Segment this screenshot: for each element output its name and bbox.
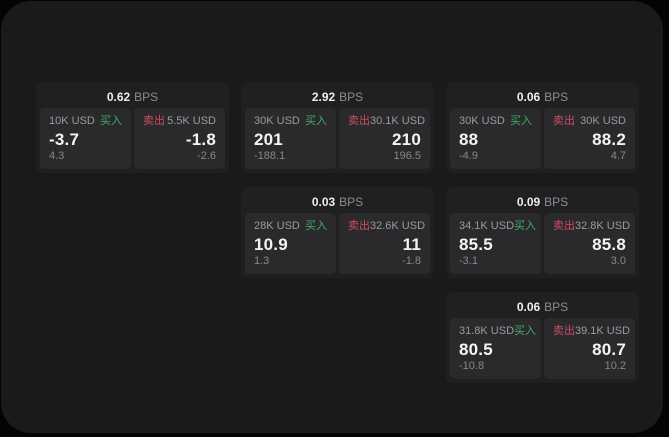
buy-change: -188.1 xyxy=(254,150,286,162)
spread-card: 0.06 BPS 31.8K USD 买入 80.5 -10.8 卖出 39.1… xyxy=(446,292,639,383)
spread-card: 2.92 BPS 30K USD 买入 201 -188.1 卖出 30.1K … xyxy=(241,82,434,173)
sell-amount: 30.1K USD xyxy=(370,115,426,127)
sell-price: -1.8 xyxy=(185,129,216,149)
buy-tile[interactable]: 10K USD 买入 -3.7 4.3 xyxy=(40,108,131,169)
bps-value: 0.06 xyxy=(516,300,541,314)
buy-change: -10.8 xyxy=(459,360,485,372)
sell-change: -2.6 xyxy=(197,150,216,162)
buy-sell-tiles: 34.1K USD 买入 85.5 -3.1 卖出 32.8K USD 85.8… xyxy=(450,213,635,274)
sell-tile[interactable]: 卖出 5.5K USD -1.8 -2.6 xyxy=(134,108,225,169)
bps-unit-label: BPS xyxy=(544,90,569,104)
sell-change: 4.7 xyxy=(610,150,626,162)
sell-price: 11 xyxy=(402,234,421,254)
buy-price: -3.7 xyxy=(49,129,80,149)
buy-change: -3.1 xyxy=(459,255,478,267)
app-panel: 0.62 BPS 10K USD 买入 -3.7 4.3 卖出 5.5K USD xyxy=(1,1,663,433)
buy-amount: 30K USD xyxy=(459,115,505,127)
spread-card: 0.06 BPS 30K USD 买入 88 -4.9 卖出 30K USD xyxy=(446,82,639,173)
sell-side-label: 卖出 xyxy=(553,220,575,232)
sell-amount: 5.5K USD xyxy=(167,115,216,127)
bps-unit-label: BPS xyxy=(134,90,159,104)
sell-tile[interactable]: 卖出 30.1K USD 210 196.5 xyxy=(339,108,430,169)
sell-change: -1.8 xyxy=(402,255,421,267)
buy-side-label: 买入 xyxy=(514,325,537,337)
sell-price: 85.8 xyxy=(592,234,626,254)
sell-amount: 39.1K USD xyxy=(575,325,631,337)
buy-sell-tiles: 10K USD 买入 -3.7 4.3 卖出 5.5K USD -1.8 -2.… xyxy=(40,108,225,169)
buy-side-label: 买入 xyxy=(305,115,327,127)
buy-change: 4.3 xyxy=(49,150,65,162)
spread-card: 0.62 BPS 10K USD 买入 -3.7 4.3 卖出 5.5K USD xyxy=(36,82,229,173)
buy-tile[interactable]: 31.8K USD 买入 80.5 -10.8 xyxy=(450,318,541,379)
buy-sell-tiles: 28K USD 买入 10.9 1.3 卖出 32.6K USD 11 -1.8 xyxy=(245,213,430,274)
buy-price: 201 xyxy=(254,129,283,149)
sell-side-label: 卖出 xyxy=(348,220,370,232)
bps-header: 0.62 BPS xyxy=(40,86,225,108)
sell-tile[interactable]: 卖出 32.6K USD 11 -1.8 xyxy=(339,213,430,274)
sell-price: 80.7 xyxy=(592,339,626,359)
sell-amount: 30K USD xyxy=(580,115,626,127)
spread-cards-grid: 0.62 BPS 10K USD 买入 -3.7 4.3 卖出 5.5K USD xyxy=(36,82,639,383)
buy-sell-tiles: 31.8K USD 买入 80.5 -10.8 卖出 39.1K USD 80.… xyxy=(450,318,635,379)
buy-sell-tiles: 30K USD 买入 88 -4.9 卖出 30K USD 88.2 4.7 xyxy=(450,108,635,169)
buy-side-label: 买入 xyxy=(100,115,122,127)
sell-price: 88.2 xyxy=(592,129,626,149)
buy-tile[interactable]: 30K USD 买入 201 -188.1 xyxy=(245,108,336,169)
bps-header: 0.06 BPS xyxy=(450,86,635,108)
buy-amount: 28K USD xyxy=(254,220,300,232)
spread-card: 0.09 BPS 34.1K USD 买入 85.5 -3.1 卖出 32.8K… xyxy=(446,187,639,278)
sell-side-label: 卖出 xyxy=(553,325,575,337)
bps-value: 0.03 xyxy=(311,195,336,209)
sell-side-label: 卖出 xyxy=(553,115,575,127)
buy-sell-tiles: 30K USD 买入 201 -188.1 卖出 30.1K USD 210 1… xyxy=(245,108,430,169)
sell-tile[interactable]: 卖出 30K USD 88.2 4.7 xyxy=(544,108,635,169)
buy-amount: 31.8K USD xyxy=(459,325,515,337)
bps-unit-label: BPS xyxy=(544,195,569,209)
sell-change: 3.0 xyxy=(610,255,626,267)
bps-header: 0.06 BPS xyxy=(450,296,635,318)
buy-tile[interactable]: 34.1K USD 买入 85.5 -3.1 xyxy=(450,213,541,274)
sell-side-label: 卖出 xyxy=(143,115,165,127)
bps-unit-label: BPS xyxy=(339,90,364,104)
spread-card: 0.03 BPS 28K USD 买入 10.9 1.3 卖出 32.6K US… xyxy=(241,187,434,278)
buy-price: 85.5 xyxy=(459,234,493,254)
sell-tile[interactable]: 卖出 39.1K USD 80.7 10.2 xyxy=(544,318,635,379)
bps-value: 0.09 xyxy=(516,195,541,209)
bps-unit-label: BPS xyxy=(544,300,569,314)
bps-header: 0.09 BPS xyxy=(450,191,635,213)
buy-amount: 30K USD xyxy=(254,115,300,127)
buy-side-label: 买入 xyxy=(510,115,532,127)
buy-amount: 10K USD xyxy=(49,115,95,127)
buy-price: 10.9 xyxy=(254,234,288,254)
sell-price: 210 xyxy=(392,129,421,149)
buy-amount: 34.1K USD xyxy=(459,220,515,232)
buy-side-label: 买入 xyxy=(305,220,327,232)
sell-tile[interactable]: 卖出 32.8K USD 85.8 3.0 xyxy=(544,213,635,274)
buy-price: 88 xyxy=(459,129,479,149)
sell-change: 196.5 xyxy=(393,150,421,162)
buy-change: -4.9 xyxy=(459,150,478,162)
bps-value: 2.92 xyxy=(311,90,336,104)
buy-tile[interactable]: 28K USD 买入 10.9 1.3 xyxy=(245,213,336,274)
bps-header: 0.03 BPS xyxy=(245,191,430,213)
sell-amount: 32.8K USD xyxy=(575,220,631,232)
sell-side-label: 卖出 xyxy=(348,115,370,127)
sell-change: 10.2 xyxy=(604,360,626,372)
buy-tile[interactable]: 30K USD 买入 88 -4.9 xyxy=(450,108,541,169)
buy-side-label: 买入 xyxy=(514,220,537,232)
sell-amount: 32.6K USD xyxy=(370,220,426,232)
buy-change: 1.3 xyxy=(254,255,270,267)
bps-value: 0.62 xyxy=(106,90,131,104)
buy-price: 80.5 xyxy=(459,339,493,359)
bps-value: 0.06 xyxy=(516,90,541,104)
bps-unit-label: BPS xyxy=(339,195,364,209)
bps-header: 2.92 BPS xyxy=(245,86,430,108)
